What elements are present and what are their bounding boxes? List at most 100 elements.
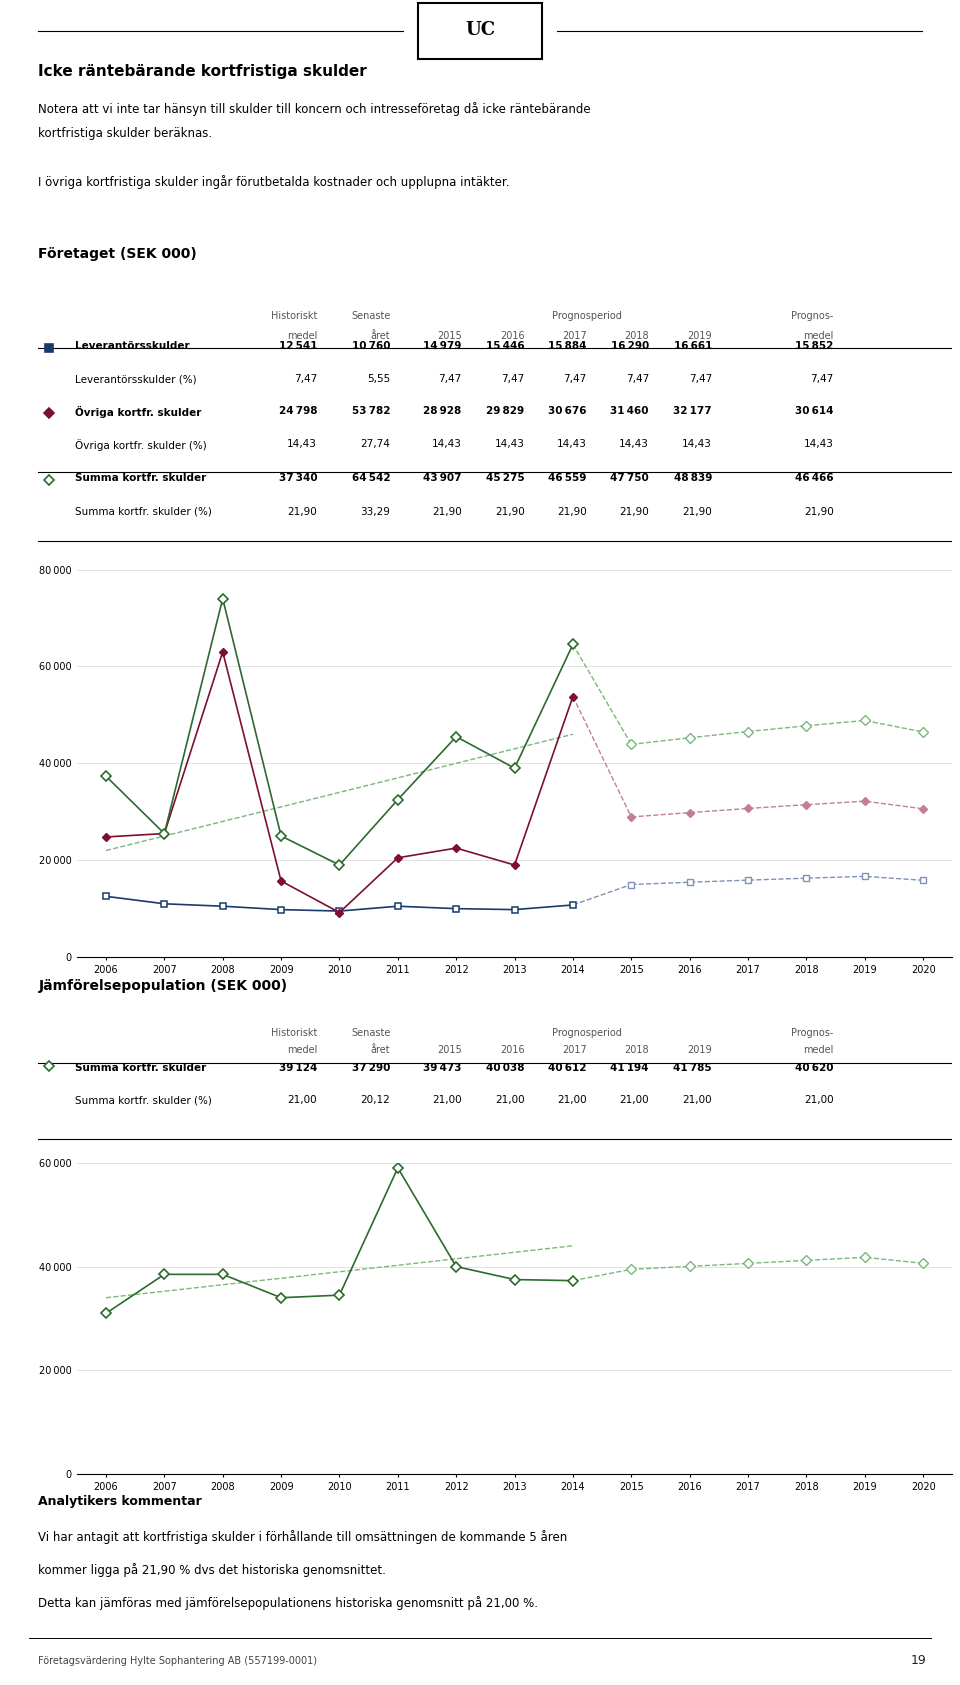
Text: 21,00: 21,00 (495, 1095, 524, 1105)
Text: Summa kortfr. skulder (%): Summa kortfr. skulder (%) (75, 1095, 212, 1105)
Text: 20,12: 20,12 (361, 1095, 391, 1105)
Text: 14,43: 14,43 (287, 440, 317, 450)
Text: året: året (371, 1045, 391, 1055)
Text: Notera att vi inte tar hänsyn till skulder till koncern och intresseföretag då i: Notera att vi inte tar hänsyn till skuld… (38, 101, 591, 116)
Text: 21,00: 21,00 (683, 1095, 712, 1105)
Text: 5,55: 5,55 (367, 374, 391, 384)
Text: 33,29: 33,29 (360, 507, 391, 517)
Text: 21,90: 21,90 (804, 507, 833, 517)
Text: Historiskt: Historiskt (271, 1028, 317, 1038)
Text: 43 907: 43 907 (423, 473, 462, 484)
Text: 14,43: 14,43 (804, 440, 833, 450)
Text: 19: 19 (911, 1655, 926, 1666)
Text: 14 979: 14 979 (423, 340, 462, 350)
Text: Övriga kortfr. skulder (%): Övriga kortfr. skulder (%) (75, 440, 206, 452)
Text: 2017: 2017 (562, 1045, 587, 1055)
Text: Leverantörsskulder: Leverantörsskulder (75, 340, 189, 350)
Text: 7,47: 7,47 (810, 374, 833, 384)
Text: 29 829: 29 829 (487, 406, 524, 416)
Text: 14,43: 14,43 (557, 440, 587, 450)
Text: 45 275: 45 275 (486, 473, 524, 484)
Text: 2015: 2015 (437, 330, 462, 340)
Text: I övriga kortfristiga skulder ingår förutbetalda kostnader och upplupna intäkter: I övriga kortfristiga skulder ingår föru… (38, 175, 510, 189)
Text: Prognosperiod: Prognosperiod (552, 310, 622, 320)
Text: 2019: 2019 (687, 330, 712, 340)
Text: 2019: 2019 (687, 1045, 712, 1055)
Text: 46 466: 46 466 (795, 473, 833, 484)
Text: 10 760: 10 760 (351, 340, 391, 350)
Text: 21,00: 21,00 (804, 1095, 833, 1105)
Text: 40 612: 40 612 (548, 1063, 587, 1073)
Text: Summa kortfr. skulder: Summa kortfr. skulder (75, 1063, 206, 1073)
Text: 27,74: 27,74 (360, 440, 391, 450)
Text: 15 884: 15 884 (548, 340, 587, 350)
Text: Summa kortfr. skulder: Summa kortfr. skulder (75, 473, 206, 484)
Text: 16 661: 16 661 (674, 340, 712, 350)
Text: 37 290: 37 290 (352, 1063, 391, 1073)
Text: 39 124: 39 124 (278, 1063, 317, 1073)
Text: 47 750: 47 750 (611, 473, 649, 484)
Text: 21,90: 21,90 (557, 507, 587, 517)
Text: Leverantörsskulder (%): Leverantörsskulder (%) (75, 374, 197, 384)
Text: Senaste: Senaste (351, 310, 391, 320)
Text: medel: medel (287, 330, 317, 340)
Text: 48 839: 48 839 (674, 473, 712, 484)
Text: UC: UC (465, 20, 495, 39)
Text: 14,43: 14,43 (683, 440, 712, 450)
Text: 14,43: 14,43 (494, 440, 524, 450)
Text: 46 559: 46 559 (548, 473, 587, 484)
Text: 40 038: 40 038 (486, 1063, 524, 1073)
Text: 21,00: 21,00 (288, 1095, 317, 1105)
Text: 41 785: 41 785 (673, 1063, 712, 1073)
Text: Prognosperiod: Prognosperiod (552, 1028, 622, 1038)
Text: Vi har antagit att kortfristiga skulder i förhållande till omsättningen de komma: Vi har antagit att kortfristiga skulder … (38, 1530, 567, 1543)
Text: Analytikers kommentar: Analytikers kommentar (38, 1495, 203, 1508)
Text: 64 542: 64 542 (351, 473, 391, 484)
Text: Övriga kortfr. skulder: Övriga kortfr. skulder (75, 406, 202, 418)
Text: Historiskt: Historiskt (271, 310, 317, 320)
Text: 15 852: 15 852 (795, 340, 833, 350)
Text: 21,00: 21,00 (619, 1095, 649, 1105)
Text: Icke räntebärande kortfristiga skulder: Icke räntebärande kortfristiga skulder (38, 64, 367, 79)
FancyBboxPatch shape (418, 3, 542, 59)
Text: 7,47: 7,47 (626, 374, 649, 384)
Text: 2018: 2018 (624, 330, 649, 340)
Text: 2016: 2016 (500, 1045, 524, 1055)
Text: 21,90: 21,90 (683, 507, 712, 517)
Text: 21,00: 21,00 (557, 1095, 587, 1105)
Text: 40 620: 40 620 (795, 1063, 833, 1073)
Text: 21,90: 21,90 (494, 507, 524, 517)
Text: 14,43: 14,43 (432, 440, 462, 450)
Text: kortfristiga skulder beräknas.: kortfristiga skulder beräknas. (38, 126, 212, 140)
Text: 15 446: 15 446 (486, 340, 524, 350)
Text: 2015: 2015 (437, 1045, 462, 1055)
Text: 2016: 2016 (500, 330, 524, 340)
Text: kommer ligga på 21,90 % dvs det historiska genomsnittet.: kommer ligga på 21,90 % dvs det historis… (38, 1564, 386, 1577)
Text: 16 290: 16 290 (611, 340, 649, 350)
Text: Prognos-: Prognos- (791, 310, 833, 320)
Text: Företagsvärdering Hylte Sophantering AB (557199-0001): Företagsvärdering Hylte Sophantering AB … (38, 1656, 318, 1666)
Text: medel: medel (804, 1045, 833, 1055)
Text: Summa kortfr. skulder (%): Summa kortfr. skulder (%) (75, 507, 212, 517)
Text: 30 614: 30 614 (795, 406, 833, 416)
Text: 7,47: 7,47 (439, 374, 462, 384)
Text: 7,47: 7,47 (501, 374, 524, 384)
Text: 21,00: 21,00 (432, 1095, 462, 1105)
Text: 21,90: 21,90 (619, 507, 649, 517)
Text: 30 676: 30 676 (548, 406, 587, 416)
Text: 21,90: 21,90 (287, 507, 317, 517)
Text: 2017: 2017 (562, 330, 587, 340)
Text: 41 194: 41 194 (611, 1063, 649, 1073)
Text: 37 340: 37 340 (278, 473, 317, 484)
Text: året: året (371, 330, 391, 340)
Text: Företaget (SEK 000): Företaget (SEK 000) (38, 248, 197, 261)
Text: 7,47: 7,47 (294, 374, 317, 384)
Text: 12 541: 12 541 (278, 340, 317, 350)
Text: 14,43: 14,43 (619, 440, 649, 450)
Text: 39 473: 39 473 (423, 1063, 462, 1073)
Text: 32 177: 32 177 (673, 406, 712, 416)
Text: 21,90: 21,90 (432, 507, 462, 517)
Text: medel: medel (804, 330, 833, 340)
Text: 53 782: 53 782 (351, 406, 391, 416)
Text: 7,47: 7,47 (564, 374, 587, 384)
